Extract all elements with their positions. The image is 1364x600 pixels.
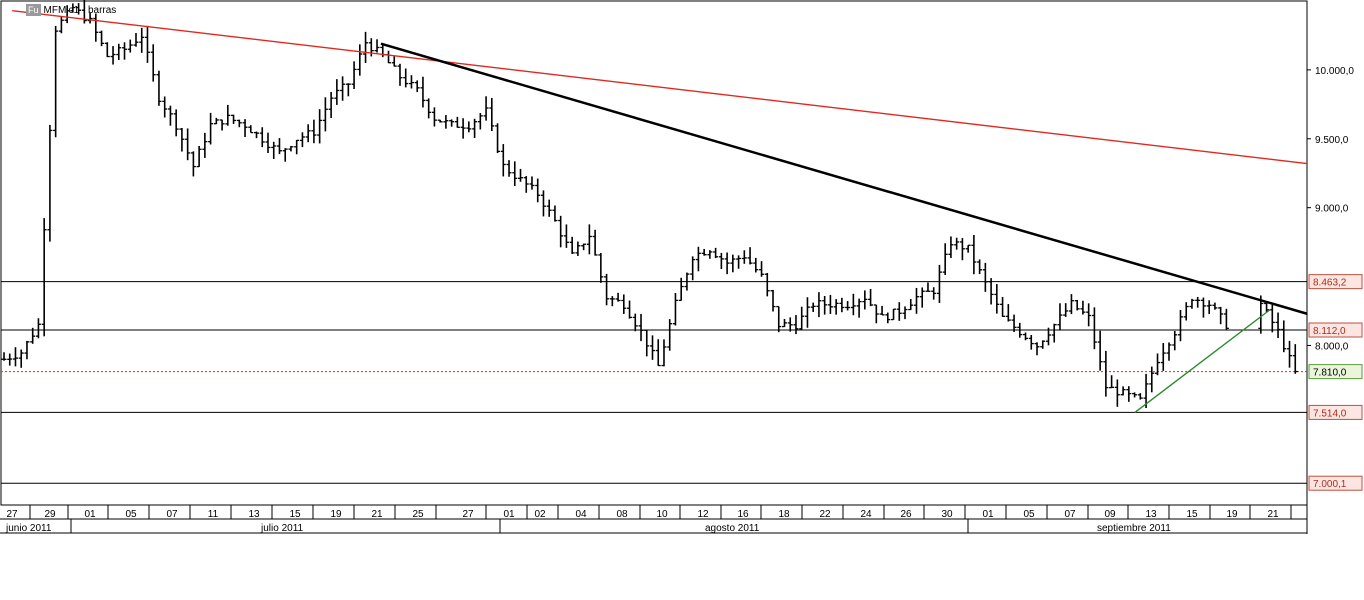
y-tick-label: 10.000,0: [1315, 66, 1354, 77]
x-tick-label: 10: [656, 509, 668, 520]
x-tick-label: 04: [575, 509, 587, 520]
x-tick-label: 16: [737, 509, 749, 520]
x-tick-label: 05: [1023, 509, 1035, 520]
x-tick-label: 27: [6, 509, 18, 520]
level-box: [1308, 274, 1363, 290]
level-box: [1308, 322, 1363, 338]
month-label: septiembre 2011: [1097, 523, 1171, 534]
x-tick-label: 25: [412, 509, 424, 520]
trendline-upper: [12, 9, 1308, 165]
x-tick-label: 05: [125, 509, 137, 520]
month-label: junio 2011: [5, 523, 52, 534]
level-label: 7.514,0: [1313, 408, 1347, 419]
x-tick-label: 21: [1267, 509, 1279, 520]
x-tick-label: 30: [941, 509, 953, 520]
x-tick-label: 07: [1064, 509, 1076, 520]
trendline-green: [1134, 309, 1271, 413]
x-tick-label: 13: [248, 509, 260, 520]
x-tick-label: 01: [84, 509, 96, 520]
level-label: 8.463,2: [1313, 278, 1347, 289]
x-tick-label: 15: [1186, 509, 1198, 520]
chart-label: Fu MFMic1 - barras: [26, 4, 116, 16]
x-tick-label: 22: [819, 509, 831, 520]
x-tick-label: 11: [208, 509, 219, 520]
x-tick-label: 15: [289, 509, 301, 520]
x-tick-label: 26: [900, 509, 912, 520]
last-price-box: [1308, 364, 1363, 380]
level-label: 7.810,0: [1313, 368, 1347, 379]
x-tick-label: 18: [778, 509, 790, 520]
level-box: [1308, 475, 1363, 491]
x-tick-label: 07: [166, 509, 178, 520]
level-label: 7.000,1: [1313, 479, 1347, 490]
x-tick-label: 09: [1104, 509, 1116, 520]
trendline-lower: [380, 42, 1308, 315]
x-tick-label: 02: [534, 509, 546, 520]
x-tick-label: 24: [860, 509, 872, 520]
x-tick-label: 21: [371, 509, 383, 520]
plot-frame: [0, 0, 1308, 506]
x-tick-label: 27: [462, 509, 474, 520]
x-tick-label: 01: [982, 509, 994, 520]
chart-name: MFMic1 - barras: [43, 4, 117, 16]
level-box: [1308, 404, 1363, 420]
x-tick-label: 19: [1226, 509, 1238, 520]
x-tick-label: 08: [616, 509, 628, 520]
y-tick-label: 9.000,0: [1315, 204, 1349, 215]
x-tick-label: 12: [697, 509, 709, 520]
fu-badge: Fu: [26, 4, 41, 16]
x-tick-label: 19: [330, 509, 342, 520]
x-tick-label: 13: [1145, 509, 1157, 520]
level-label: 8.112,0: [1313, 326, 1346, 337]
x-tick-label: 29: [44, 509, 56, 520]
x-tick-label: 01: [503, 509, 515, 520]
month-label: agosto 2011: [705, 523, 760, 534]
y-tick-label: 9.500,0: [1315, 135, 1349, 146]
month-label: julio 2011: [260, 523, 304, 534]
y-tick-label: 8.000,0: [1315, 341, 1349, 352]
